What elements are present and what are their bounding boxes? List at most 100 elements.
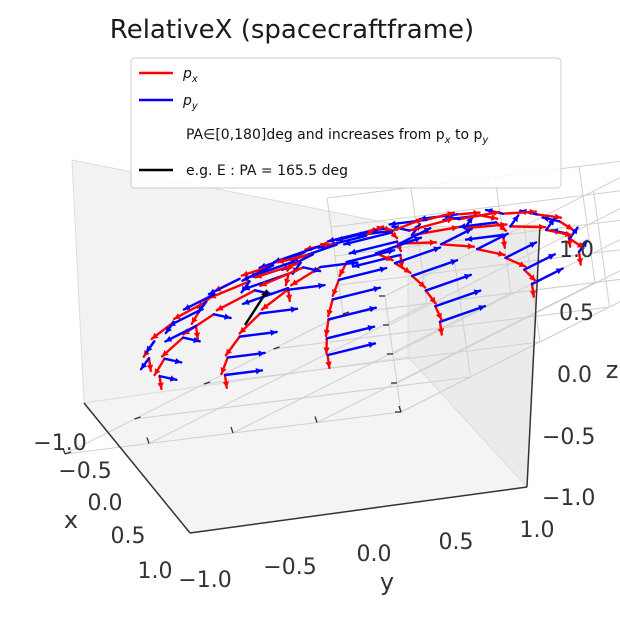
px-vector — [220, 356, 229, 376]
px-vector — [434, 305, 443, 321]
px-vector — [568, 237, 585, 250]
px-vector — [407, 217, 455, 232]
py-vector — [181, 336, 201, 344]
px-vector — [153, 357, 166, 377]
py-vector — [158, 374, 178, 382]
x-tick-mark — [203, 381, 211, 385]
chart-title: RelativeX (spacecraftframe) — [110, 15, 474, 45]
py-vector — [434, 289, 482, 308]
px-vector — [576, 250, 584, 266]
px-vector — [222, 373, 230, 389]
x-axis-label: x — [64, 506, 78, 534]
px-vector — [566, 232, 573, 248]
py-vector — [345, 248, 396, 264]
x-axis-line — [83, 402, 191, 534]
z-tick-labels: −1.0 −0.5 0.0 0.5 1.0 — [542, 238, 595, 511]
py-vector — [327, 306, 377, 321]
py-vector — [541, 215, 561, 223]
py-vector — [139, 356, 151, 371]
py-vector — [523, 253, 556, 271]
vector-field — [139, 208, 589, 391]
py-vector — [241, 286, 290, 306]
z-tick-label: 1.0 — [559, 238, 594, 263]
z-tick-label: 0.5 — [559, 301, 594, 326]
px-vector — [325, 353, 332, 370]
py-vector — [568, 226, 579, 240]
grid-line — [578, 166, 596, 283]
py-vector — [238, 329, 278, 338]
y-tick-mark — [230, 426, 234, 434]
px-vector — [160, 336, 185, 358]
py-vector — [286, 282, 326, 291]
px-vector — [458, 209, 501, 221]
y-tick-label: 0.5 — [439, 530, 474, 555]
px-vector — [509, 223, 547, 231]
legend-label-py: py — [182, 93, 199, 112]
px-vector — [455, 209, 481, 217]
px-vector — [259, 266, 305, 288]
px-vector — [326, 298, 334, 318]
x-tick-label: 0.0 — [88, 491, 123, 516]
px-vector — [424, 289, 437, 305]
px-vector — [374, 225, 385, 232]
legend-label-px: px — [182, 66, 198, 85]
py-vector — [463, 215, 474, 230]
py-vector — [464, 233, 505, 243]
grid-line — [232, 292, 512, 434]
grid-line — [316, 282, 596, 423]
px-vector — [224, 335, 241, 357]
px-vector — [284, 272, 291, 287]
grid-line — [330, 190, 620, 228]
y-axis-label: y — [380, 568, 394, 596]
x-tick-mark — [273, 346, 280, 350]
py-vector — [182, 292, 216, 311]
py-vector — [302, 266, 322, 273]
px-vector — [331, 278, 341, 297]
py-vector — [163, 357, 183, 365]
px-vector — [410, 274, 427, 289]
z-tick-label: −1.0 — [542, 486, 595, 511]
py-vector — [207, 277, 241, 296]
legend-label-e: e.g. E : PA = 165.5 deg — [186, 163, 348, 179]
px-vector — [463, 221, 508, 230]
px-vector — [276, 253, 314, 265]
y-axis-line — [189, 486, 528, 534]
x-tick-mark — [342, 311, 350, 315]
py-vector — [240, 280, 251, 294]
py-vector — [509, 214, 520, 228]
px-vector — [215, 289, 257, 312]
x-tick-label: −1.0 — [33, 431, 86, 456]
px-vector — [529, 282, 537, 298]
y-tick-mark — [146, 437, 150, 444]
px-vector — [364, 227, 376, 238]
px-vector — [193, 324, 201, 340]
py-vector — [226, 350, 266, 359]
py-vector — [258, 306, 299, 315]
py-vector — [319, 260, 359, 269]
x-tick-mark — [134, 416, 141, 420]
px-vector — [391, 218, 424, 233]
y-tick-mark — [314, 416, 318, 423]
px-vector — [535, 213, 563, 221]
px-vector — [544, 228, 573, 238]
y-tick-label: −0.5 — [263, 555, 316, 580]
px-vector — [425, 211, 456, 221]
py-vector — [212, 313, 232, 320]
py-vector — [439, 227, 473, 246]
py-vector — [326, 341, 377, 357]
px-vector — [558, 220, 574, 231]
px-vector — [439, 243, 476, 250]
py-vector — [197, 300, 208, 314]
grid-line — [326, 197, 344, 315]
px-vector — [172, 300, 208, 321]
py-vector — [164, 320, 176, 335]
x-tick-label: −0.5 — [58, 459, 111, 484]
y-tick-label: 1.0 — [520, 518, 555, 543]
py-vector — [438, 304, 487, 324]
py-vector — [475, 232, 509, 251]
py-vector — [544, 217, 556, 232]
z-tick-label: 0.0 — [557, 363, 592, 388]
x-tick-label: 0.5 — [111, 524, 146, 549]
y-tick-mark — [62, 447, 66, 455]
